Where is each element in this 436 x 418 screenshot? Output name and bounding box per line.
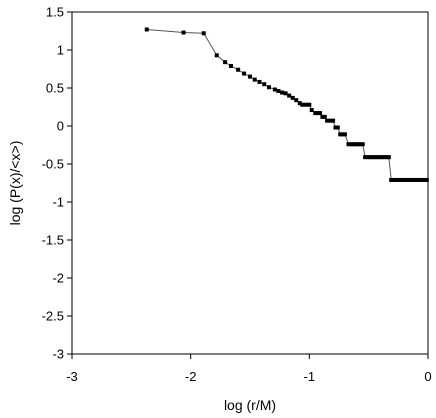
data-point — [363, 155, 368, 160]
data-point — [242, 71, 247, 76]
y-axis-title: log (P(x)/<x>) — [7, 141, 23, 226]
data-point — [360, 142, 365, 147]
y-tick-label: 0 — [57, 119, 64, 134]
data-point — [272, 87, 277, 92]
data-point — [309, 108, 314, 113]
data-point — [318, 111, 323, 116]
data-point — [382, 155, 387, 160]
data-point — [338, 132, 343, 137]
data-point — [257, 79, 262, 84]
data-point — [303, 102, 308, 107]
data-point — [262, 82, 267, 87]
data-point — [393, 177, 398, 182]
data-point — [280, 90, 285, 95]
data-point — [223, 60, 228, 65]
data-point — [300, 102, 305, 107]
data-point — [229, 63, 234, 68]
y-tick-label: -0.5 — [42, 157, 64, 172]
y-tick-label: -3 — [52, 347, 64, 362]
data-point — [424, 177, 429, 182]
data-point — [266, 85, 271, 90]
data-point — [346, 142, 351, 147]
data-point — [290, 95, 295, 100]
data-point — [408, 177, 413, 182]
data-point — [325, 118, 330, 123]
data-point — [391, 177, 396, 182]
data-point — [403, 177, 408, 182]
data-point — [287, 93, 292, 98]
y-tick-label: -1.5 — [42, 233, 64, 248]
data-point — [384, 155, 389, 160]
data-point — [144, 27, 149, 32]
data-point — [410, 177, 415, 182]
data-point — [370, 155, 375, 160]
data-point — [353, 142, 358, 147]
x-tick-label: 0 — [424, 369, 431, 384]
data-point — [372, 155, 377, 160]
data-point — [405, 177, 410, 182]
data-point — [276, 89, 281, 94]
x-tick-label: -3 — [66, 369, 78, 384]
data-point — [412, 177, 417, 182]
data-point — [358, 142, 363, 147]
data-point — [331, 118, 336, 123]
data-point — [415, 177, 420, 182]
y-tick-label: -1 — [52, 195, 64, 210]
x-tick-label: -1 — [304, 369, 316, 384]
data-point — [386, 155, 391, 160]
data-point — [398, 177, 403, 182]
data-point — [181, 30, 186, 35]
data-point — [297, 101, 302, 106]
x-tick-label: -2 — [185, 369, 197, 384]
plot-frame — [71, 11, 429, 355]
data-point — [201, 31, 206, 36]
data-point — [328, 118, 333, 123]
data-point — [396, 177, 401, 182]
data-point — [248, 74, 252, 79]
y-tick-label: -2.5 — [42, 309, 64, 324]
y-tick-label: 1.5 — [46, 5, 64, 20]
y-tick-label: -2 — [52, 271, 64, 286]
data-point — [420, 177, 425, 182]
data-point — [348, 142, 353, 147]
data-point — [313, 111, 318, 116]
data-point — [351, 142, 356, 147]
data-point — [417, 177, 422, 182]
data-point — [322, 114, 327, 119]
data-point — [335, 125, 340, 130]
data-point — [355, 142, 360, 147]
data-point — [377, 155, 382, 160]
data-point — [294, 98, 299, 103]
data-point — [320, 114, 325, 119]
y-tick-label: 1 — [57, 43, 64, 58]
data-point — [340, 132, 345, 137]
data-point — [236, 67, 241, 72]
data-point — [342, 132, 347, 137]
data-point — [422, 177, 427, 182]
data-point — [365, 155, 370, 160]
data-point — [214, 53, 219, 58]
data-point — [307, 102, 312, 107]
data-point — [333, 125, 338, 130]
data-point — [252, 77, 257, 82]
data-point — [379, 155, 384, 160]
data-point — [389, 177, 394, 182]
data-point — [315, 111, 320, 116]
data-point — [367, 155, 372, 160]
x-axis-title: log (r/M) — [224, 397, 276, 413]
plot-area: 1.5 1 0.5 0 -0.5 -1 -1.5 -2 -2.5 -3-3 -2 -1 0 — [42, 5, 432, 385]
data-point — [401, 177, 406, 182]
y-tick-label: 0.5 — [46, 81, 64, 96]
data-point — [283, 91, 288, 96]
data-point — [374, 155, 379, 160]
